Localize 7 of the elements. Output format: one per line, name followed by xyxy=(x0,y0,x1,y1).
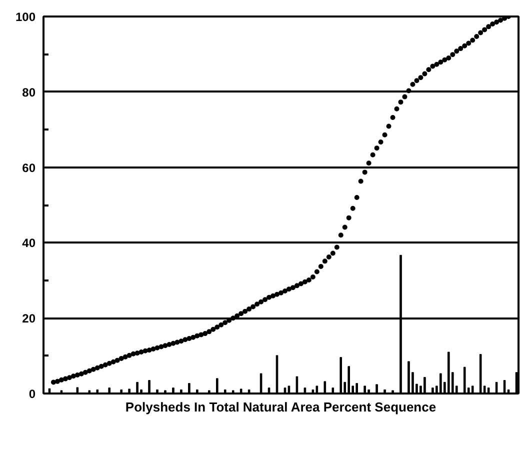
y-tick-label: 40 xyxy=(22,236,36,250)
y-tick-label: 80 xyxy=(22,85,36,100)
y-tick-label: 20 xyxy=(22,312,36,326)
x-axis-title: Polysheds In Total Natural Area Percent Sequence xyxy=(125,400,436,414)
y-tick-label: 60 xyxy=(22,160,36,175)
y-tick-label: 100 xyxy=(15,10,36,24)
y-tick-label: 0 xyxy=(28,387,36,401)
